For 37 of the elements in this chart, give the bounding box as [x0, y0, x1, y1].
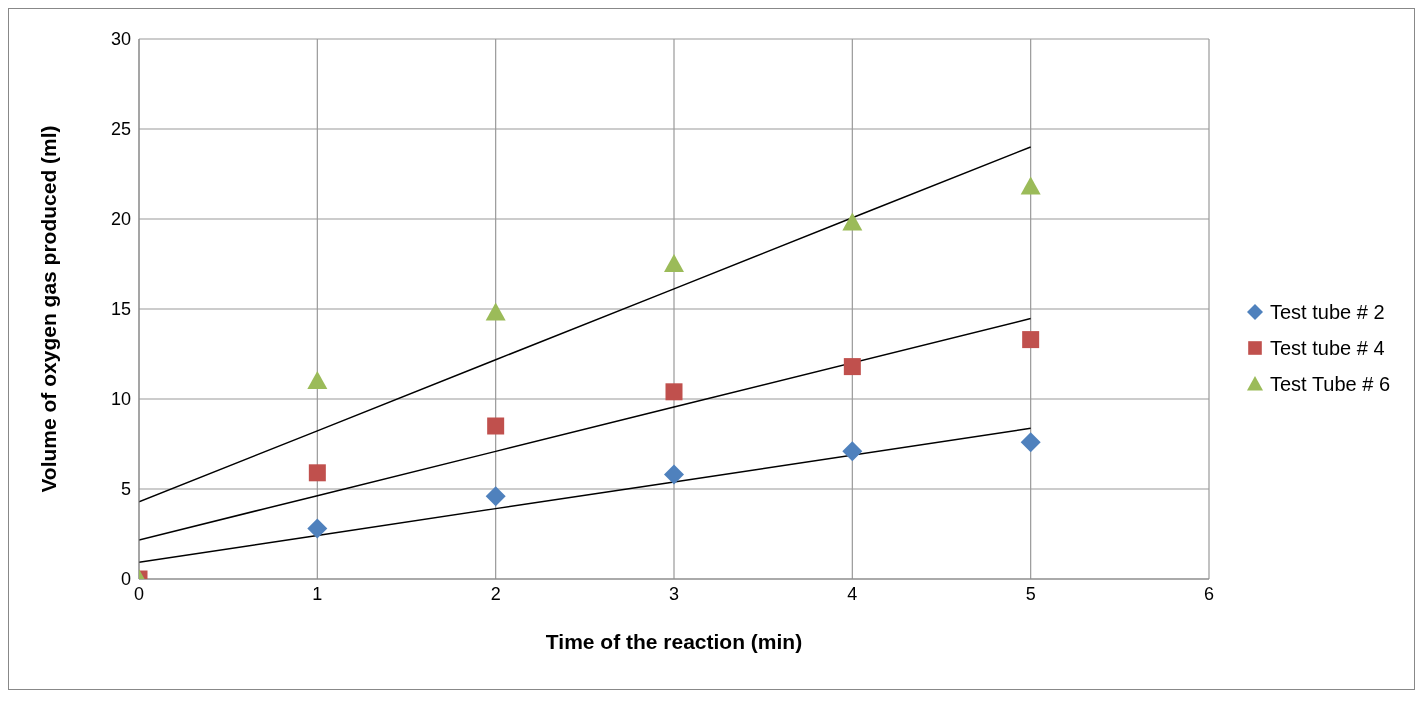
y-axis-title: Volume of oxygen gas produced (ml) — [37, 125, 61, 493]
point — [485, 302, 506, 321]
x-tick-label: 4 — [847, 583, 858, 604]
x-tick-label: 3 — [668, 583, 680, 604]
x-tick-label: 6 — [1203, 583, 1215, 604]
y-tick-label: 20 — [110, 209, 131, 230]
y-tick-label: 5 — [120, 479, 131, 500]
x-axis-title: Time of the reaction (min) — [545, 630, 803, 653]
legend-label: Test tube # 4 — [1270, 336, 1385, 360]
line-series — [139, 317, 1032, 541]
y-tick-label: 30 — [110, 29, 131, 50]
point — [1020, 432, 1041, 453]
point — [307, 518, 328, 539]
point — [1022, 331, 1040, 349]
x-tick-label: 0 — [133, 583, 145, 604]
point — [1020, 176, 1041, 195]
y-tick-label: 10 — [110, 389, 131, 410]
x-tick-label: 2 — [490, 583, 501, 604]
point — [843, 358, 861, 376]
point — [308, 464, 326, 482]
point — [487, 417, 505, 435]
point — [485, 486, 506, 507]
y-tick-label: 0 — [120, 569, 131, 590]
point — [665, 383, 683, 401]
point — [842, 212, 863, 231]
y-tick-label: 15 — [110, 299, 131, 320]
legend-label: Test tube # 2 — [1270, 300, 1385, 324]
line-series — [139, 146, 1032, 503]
line-series — [139, 427, 1032, 564]
point — [664, 254, 684, 272]
x-tick-label: 5 — [1025, 583, 1036, 604]
point — [307, 371, 328, 389]
legend-label: Test Tube # 6 — [1270, 372, 1391, 396]
y-tick-label: 25 — [110, 119, 131, 140]
point — [664, 464, 684, 485]
x-tick-label: 1 — [312, 583, 323, 604]
point — [842, 441, 863, 462]
